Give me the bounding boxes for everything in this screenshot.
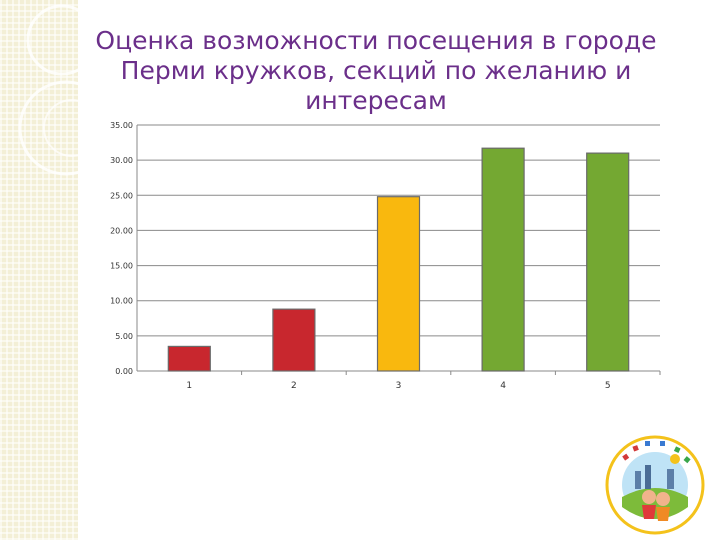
- y-tick-label: 10.00: [110, 297, 133, 306]
- children-park-emblem-icon: [605, 435, 705, 535]
- y-tick-label: 0.00: [115, 367, 133, 376]
- x-tick-label: 4: [500, 381, 506, 391]
- y-tick-label: 15.00: [110, 262, 133, 271]
- x-tick-label: 2: [291, 381, 297, 391]
- y-tick-label: 20.00: [110, 226, 133, 235]
- y-tick-label: 25.00: [110, 191, 133, 200]
- bar: [376, 196, 421, 372]
- y-tick-label: 35.00: [110, 121, 133, 130]
- decorative-side-strip: [0, 0, 78, 540]
- swirl-ornament-icon: [18, 4, 78, 176]
- bar: [586, 152, 630, 372]
- x-tick-label: 1: [186, 381, 192, 391]
- bar: [167, 345, 211, 372]
- y-tick-label: 30.00: [110, 156, 133, 165]
- x-tick-label: 5: [605, 381, 611, 391]
- page-title: Оценка возможности посещения в городе Пе…: [95, 26, 657, 115]
- y-tick-label: 5.00: [115, 332, 133, 341]
- x-tick-label: 3: [396, 381, 402, 391]
- bar: [481, 147, 525, 372]
- bar: [272, 308, 316, 372]
